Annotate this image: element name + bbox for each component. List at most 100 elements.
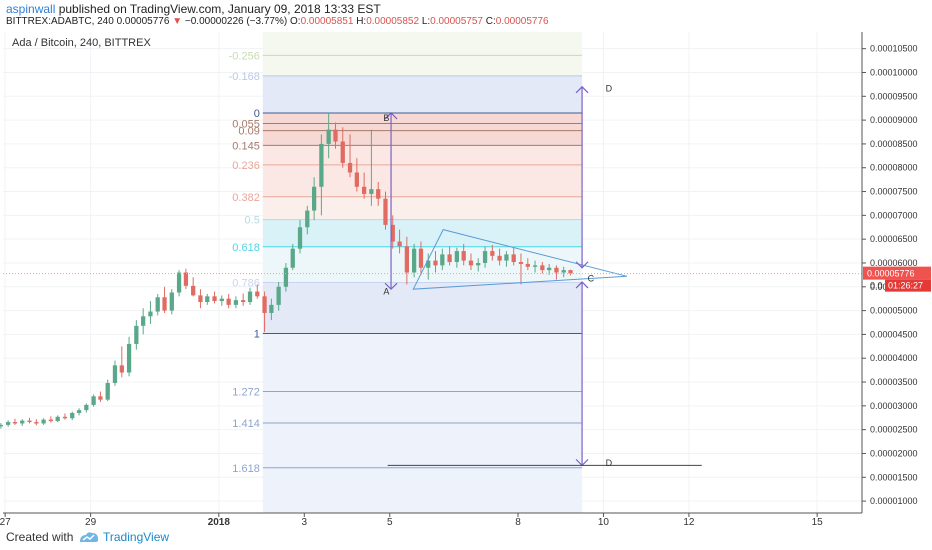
low-label: L: [421,16,431,27]
candle-body [497,255,502,261]
candle-body [169,292,174,311]
fib-level-label: -0.168 [229,71,260,83]
y-tick-label: 0.00007500 [870,187,918,197]
candle-body [319,143,324,187]
candle-body [547,267,552,271]
candle-body [511,254,516,263]
candle-body [532,265,538,267]
candle-body [62,416,68,419]
candle-body [34,422,39,424]
candle-body [0,424,3,427]
tradingview-logo-icon [80,532,99,542]
candle-body [226,298,231,305]
y-tick-label: 0.00008500 [870,139,918,149]
x-tick-label: 10 [598,517,610,525]
fib-level-label: -0.256 [229,50,260,62]
chart-header: aspinwall published on TradingView.com, … [0,0,932,30]
price-tag-value: 0.00005776 [867,269,915,279]
x-tick-label: 27 [0,517,11,525]
candle-body [98,396,103,400]
fib-zone [262,333,583,468]
annotation-label-c: C [588,273,595,283]
candle-body [141,316,146,326]
y-tick-label: 0.00005000 [870,306,918,316]
author-link[interactable]: aspinwall [6,2,56,16]
candle-body [340,141,345,163]
y-tick-label: 0.00001000 [870,496,918,506]
x-tick-label: 3 [302,517,308,525]
candle-body [191,285,196,296]
candle-body [447,254,452,263]
candle-body [540,265,545,271]
candle-body [5,422,11,425]
tradingview-brand[interactable]: TradingView [103,530,170,544]
candle-body [12,422,18,424]
y-tick-label: 0.00009000 [870,115,918,125]
annotation-label-b: B [383,113,389,123]
candle-body [561,270,566,273]
y-tick-label: 0.00004000 [870,353,918,363]
close-label: C: [485,16,496,27]
price-tag [863,266,931,280]
fib-level-label: 1 [254,328,260,340]
candle-body [70,412,75,419]
candle-body [247,291,253,303]
fib-zone [262,75,583,113]
candle-body [262,296,267,313]
fib-zone [262,32,583,76]
candle-body [283,267,289,287]
candle-body [126,343,132,373]
candle-body [525,263,530,267]
candle-body [119,365,124,373]
candle-body [219,298,224,302]
annotation-label-d: D [606,458,613,468]
candle-body [297,227,303,249]
candle-body [84,404,89,411]
published-text: published on TradingView.com, January 09… [58,2,381,16]
y-tick-label: 0.00002500 [870,425,918,435]
x-tick-label: 12 [683,517,695,525]
candle-body [233,300,239,305]
candle-body [205,296,210,303]
fib-level-label: 1.618 [232,463,260,475]
candle-body [426,260,431,268]
candle-body [91,396,96,405]
candle-body [183,272,189,286]
fib-level-label: 0.5 [245,215,260,227]
countdown-value: 01:26:27 [888,281,923,291]
candle-body [411,248,417,273]
created-with-text: Created with [6,530,74,544]
y-tick-label: 0.00006000 [870,258,918,268]
candle-body [105,382,110,400]
publish-line: aspinwall published on TradingView.com, … [6,2,381,16]
y-tick-label: 0.00009500 [870,91,918,101]
y-tick-label: 0.00006500 [870,234,918,244]
y-tick-label: 0.00001500 [870,472,918,482]
candle-body [454,251,459,263]
candle-body [198,295,203,303]
candle-body [155,297,160,312]
close-value: 0.00005776 [495,16,549,27]
candle-body [20,420,25,424]
low-value: 0.00005757 [430,16,483,27]
fib-level-label: 0.055 [232,118,260,130]
fib-zone [262,219,583,247]
annotation-label-a: A [383,287,389,297]
y-tick-label: 0.00002000 [870,448,918,458]
candle-body [433,260,438,266]
fib-level-label: 0.145 [232,140,260,152]
candle-body [390,224,395,242]
candle-body [305,210,310,228]
candle-body [134,325,139,344]
fib-level-label: 1.414 [232,418,260,430]
candle-body [468,260,474,266]
last-price: 0.00005776 [116,16,170,27]
candle-body [290,248,295,268]
y-tick-label: 0.00010000 [870,67,918,77]
candle-body [55,416,60,422]
fib-level-label: 0.236 [232,160,260,172]
candle-body [27,420,32,423]
x-tick-label: 5 [387,517,393,525]
candle-body [361,186,367,194]
